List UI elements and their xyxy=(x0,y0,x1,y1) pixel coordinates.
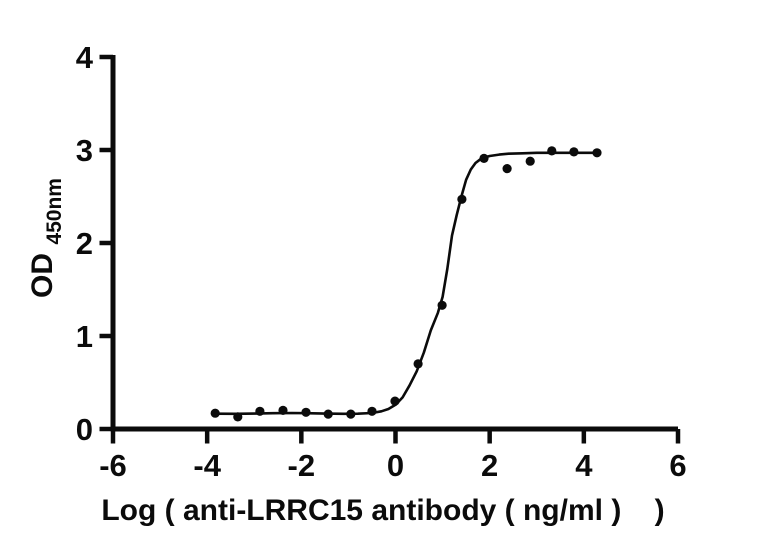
data-point-marker xyxy=(437,300,447,310)
data-point-marker xyxy=(479,153,489,163)
data-point-marker xyxy=(502,164,512,174)
data-point-marker xyxy=(367,406,377,416)
data-point-marker xyxy=(346,409,356,419)
data-point-marker xyxy=(233,412,243,422)
data-point-marker xyxy=(547,146,557,156)
y-axis-title-main: OD xyxy=(26,253,59,298)
data-points xyxy=(210,146,602,422)
x-tick-label: 2 xyxy=(481,448,498,483)
data-point-marker xyxy=(457,194,467,204)
y-tick-label: 4 xyxy=(76,40,94,75)
fit-curve-line xyxy=(213,151,598,416)
data-point-marker xyxy=(255,406,265,416)
data-point-marker xyxy=(569,147,579,157)
y-axis-title: OD 450nm xyxy=(26,178,66,298)
data-point-marker xyxy=(592,148,602,158)
tick-labels: -6 -4 -2 0 2 4 6 0 1 2 3 4 xyxy=(76,40,687,483)
x-tick-label: 0 xyxy=(387,448,404,483)
x-tick-label: 4 xyxy=(575,448,593,483)
y-tick-label: 3 xyxy=(76,133,93,168)
x-tick-label: -4 xyxy=(193,448,221,483)
data-point-marker xyxy=(301,407,311,417)
fit-curve xyxy=(213,151,598,416)
data-point-marker xyxy=(278,405,288,415)
y-axis-title-subscript: 450nm xyxy=(43,178,66,245)
data-point-marker xyxy=(323,409,333,419)
data-point-marker xyxy=(413,359,423,369)
axes xyxy=(99,54,681,444)
data-point-marker xyxy=(525,156,535,166)
y-tick-label: 2 xyxy=(76,226,93,261)
data-point-marker xyxy=(390,396,400,406)
data-point-marker xyxy=(210,408,220,418)
x-tick-label: 6 xyxy=(669,448,686,483)
x-tick-label: -2 xyxy=(288,448,316,483)
x-axis-title: Log ( anti-LRRC15 antibody ( ng/ml ) ) xyxy=(101,494,664,527)
x-tick-label: -6 xyxy=(99,448,127,483)
y-tick-label: 0 xyxy=(76,412,93,447)
y-tick-label: 1 xyxy=(76,319,93,354)
